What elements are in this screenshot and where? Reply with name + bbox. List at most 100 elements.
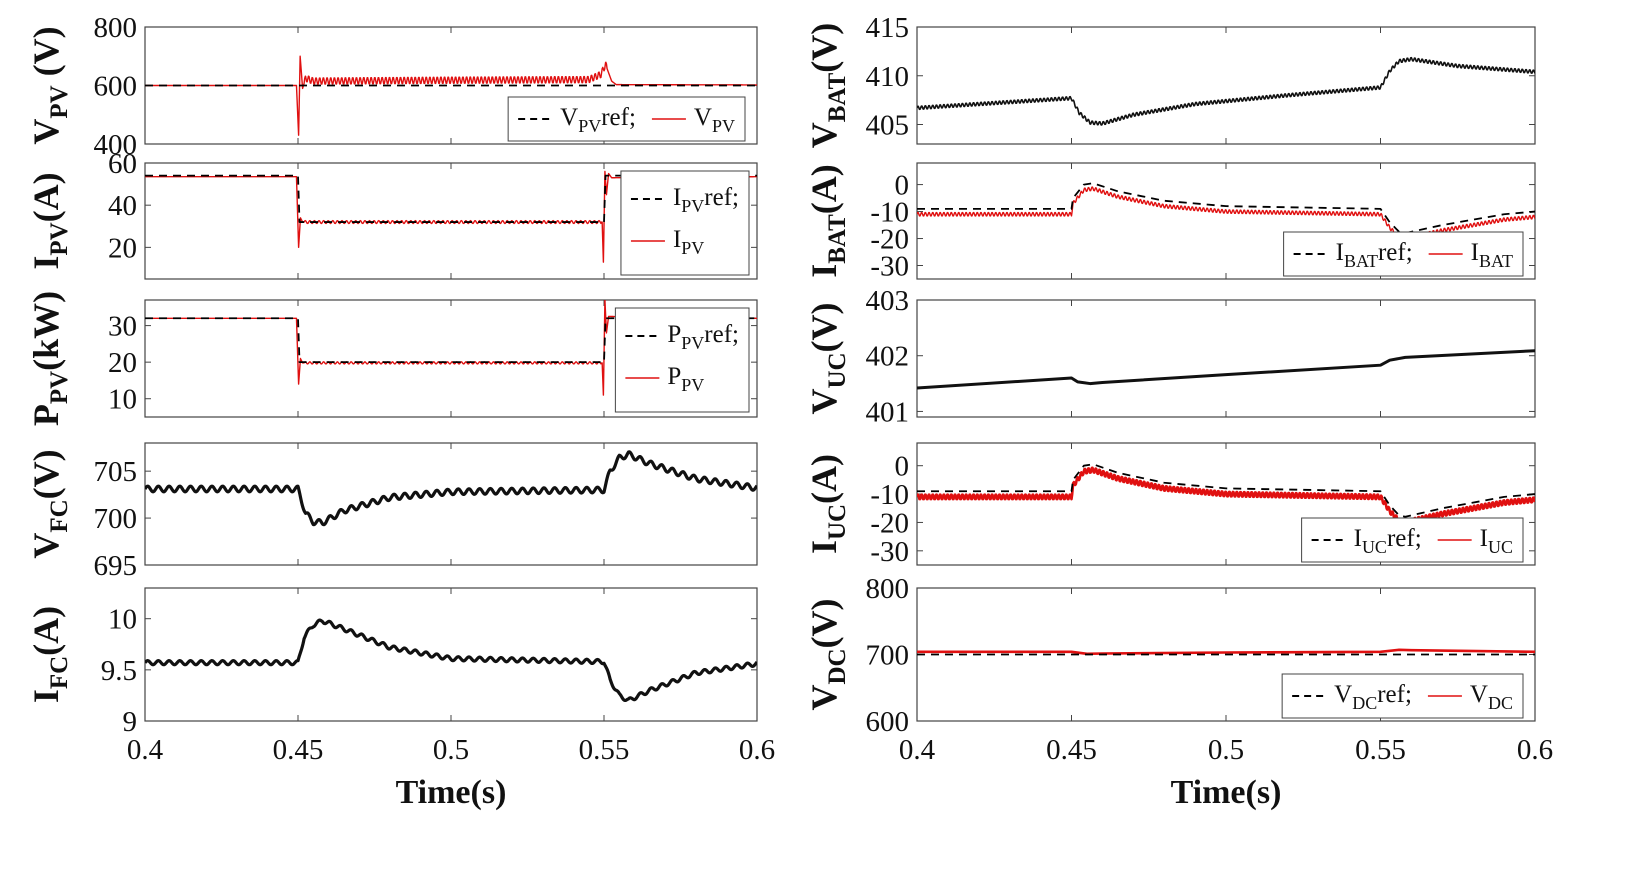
legend-ibat: IBATref; IBAT <box>1283 231 1524 277</box>
series-line-vbat-measured <box>917 56 1535 126</box>
legend-entry-iuc: IUCref; <box>1311 525 1422 557</box>
6.legend.entries.0.parts-part: I <box>1336 239 1344 266</box>
series-group-vfc <box>145 450 757 527</box>
legend-entry-ppv: PPV <box>625 363 704 395</box>
legend-label-ibat: IBATref; <box>1336 239 1413 271</box>
y-axis-label-ibat: IBAT(A) <box>804 164 851 278</box>
legend-label-ppv: PPVref; <box>667 321 739 353</box>
x-tick-label-vdc: 0.4 <box>899 734 936 766</box>
7.ylabel-part: V <box>804 389 844 415</box>
2.legend.entries.1.parts-part: P <box>667 363 681 390</box>
legend-entry-ibat: IBATref; <box>1293 239 1413 271</box>
9.legend.entries.1.parts-part: DC <box>1488 693 1513 713</box>
1.ylabel-part: I <box>26 256 66 270</box>
9.ylabel-part: (V) <box>804 598 844 648</box>
0.ylabel-part: (V) <box>26 26 66 85</box>
6.legend.entries.1.parts-part: BAT <box>1479 251 1513 271</box>
legend-entry-vpv: VPV <box>651 104 735 136</box>
y-tick-label-ifc: 9 <box>123 706 138 738</box>
series-group-vpv <box>145 55 757 136</box>
y-tick-label-ifc: 10 <box>108 604 137 636</box>
legend-entry-iuc: IUC <box>1437 525 1513 557</box>
y-tick-label-vfc: 695 <box>94 550 138 582</box>
plot-area-vuc <box>916 299 1536 418</box>
legend-label-ipv: IPVref; <box>673 184 739 216</box>
2.legend.entries.0.parts-part: ref; <box>704 321 739 348</box>
0.legend.entries.1.parts-part: PV <box>712 116 735 136</box>
y-tick-label-ibat: -10 <box>870 197 909 229</box>
2.legend.entries.0.parts-part: P <box>667 321 681 348</box>
legend-box-ipv <box>620 170 750 276</box>
chart-vfc: 695 700 705 VFC(V) <box>26 442 758 582</box>
legend-entry-ipv: IPVref; <box>630 184 739 216</box>
legend-label-vpv: VPV <box>694 104 735 136</box>
0.ylabel-part: PV <box>46 85 73 118</box>
y-tick-label-vdc: 600 <box>866 706 910 738</box>
y-tick-label-vbat: 410 <box>866 61 910 93</box>
y-tick-label-ppv: 30 <box>108 311 137 343</box>
9.ylabel-part: DC <box>824 648 851 684</box>
y-tick-label-ifc: 9.5 <box>101 655 137 687</box>
y-axis-label-vuc: VUC(V) <box>804 302 851 414</box>
legend-ipv: IPVref; IPV <box>620 170 750 276</box>
y-tick-label-vuc: 403 <box>866 285 910 317</box>
6.legend.entries.1.parts-part: I <box>1471 239 1479 266</box>
0.legend.entries.0.parts-part: PV <box>578 116 601 136</box>
9.legend.entries.0.parts-part: ref; <box>1377 681 1412 708</box>
8.ylabel-part: (A) <box>804 454 844 504</box>
x-tick-label-vdc: 0.55 <box>1355 734 1406 766</box>
8.ylabel-part: UC <box>824 504 851 540</box>
series-group-vuc <box>917 349 1535 390</box>
8.ylabel-part: I <box>804 540 844 554</box>
plot-area-ifc <box>144 587 758 722</box>
y-axis-label-ifc: IFC(A) <box>26 606 73 703</box>
8.legend.entries.1.parts-part: I <box>1480 525 1488 552</box>
series-line-vuc-measured <box>917 349 1535 390</box>
y-axis-label-ppv: PPV(kW) <box>26 291 73 426</box>
series-line-vdc-measured <box>917 648 1535 656</box>
y-tick-label-ppv: 10 <box>108 384 137 416</box>
legend-entry-vdc: VDCref; <box>1292 681 1412 713</box>
6.ylabel-part: I <box>804 264 844 278</box>
series-line-iuc-ref <box>917 463 1535 518</box>
y-tick-label-ibat: -30 <box>870 251 909 283</box>
legend-vdc: VDCref; VDC <box>1281 673 1524 719</box>
y-tick-label-vbat: 405 <box>866 110 910 142</box>
7.ylabel-part: UC <box>824 352 851 388</box>
y-axis-label-iuc: IUC(A) <box>804 454 851 554</box>
y-axis-label-vpv: VPV (V) <box>26 26 73 144</box>
series-group-vbat <box>917 56 1535 126</box>
1.ylabel-part: PV <box>46 222 73 255</box>
y-tick-label-vdc: 800 <box>866 573 910 605</box>
5.ylabel-part: BAT <box>824 72 851 122</box>
6.legend.entries.0.parts-part: ref; <box>1378 239 1413 266</box>
y-axis-label-ipv: IPV(A) <box>26 172 73 269</box>
9.legend.entries.0.parts-part: V <box>1334 681 1352 708</box>
chart-ifc: 9 9.5 10 0.4 0.45 0.5 0.55 0.6 Time(s) IFC(A) <box>26 587 775 811</box>
y-tick-label-vfc: 700 <box>94 503 138 535</box>
legend-label-ipv: IPV <box>673 226 704 258</box>
chart-vuc: 401 402 403 VUC(V) <box>804 285 1536 428</box>
x-tick-label-vdc: 0.45 <box>1046 734 1097 766</box>
4.ylabel-part: FC <box>46 656 73 689</box>
x-axis-label-vdc: Time(s) <box>1171 774 1282 811</box>
legend-label-ibat: IBAT <box>1471 239 1513 271</box>
x-tick-label-ifc: 0.6 <box>739 734 775 766</box>
y-tick-label-vpv: 600 <box>94 71 138 103</box>
1.ylabel-part: (A) <box>26 172 66 222</box>
series-group-ifc <box>145 618 757 703</box>
legend-label-iuc: IUCref; <box>1354 525 1422 557</box>
9.legend.entries.1.parts-part: V <box>1470 681 1488 708</box>
7.ylabel-part: (V) <box>804 302 844 352</box>
x-tick-label-ifc: 0.45 <box>273 734 324 766</box>
legend-entry-ipv: IPV <box>630 226 704 258</box>
y-tick-label-ppv: 20 <box>108 347 137 379</box>
x-tick-label-ifc: 0.4 <box>127 734 164 766</box>
1.legend.entries.1.parts-part: I <box>673 226 681 253</box>
